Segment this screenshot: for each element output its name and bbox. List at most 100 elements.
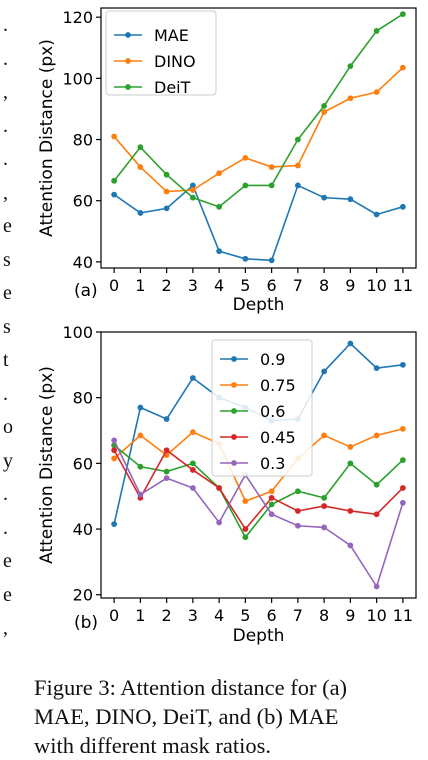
data-point bbox=[373, 89, 380, 96]
data-point bbox=[242, 255, 249, 262]
margin-glyph: . bbox=[3, 148, 8, 170]
legend-label: DeiT bbox=[154, 78, 191, 97]
x-tick-label: 1 bbox=[135, 276, 145, 295]
data-point bbox=[163, 468, 170, 475]
data-point bbox=[268, 494, 275, 501]
data-point bbox=[111, 447, 118, 454]
data-point bbox=[373, 583, 380, 590]
data-point bbox=[242, 498, 249, 505]
data-point bbox=[347, 508, 354, 514]
margin-glyph: t bbox=[3, 349, 9, 371]
panel-label: (a) bbox=[74, 281, 98, 301]
y-tick-label: 60 bbox=[73, 192, 93, 211]
caption-line: Figure 3: Attention distance for (a) bbox=[34, 675, 348, 700]
x-tick-label: 1 bbox=[135, 606, 145, 625]
y-tick-label: 40 bbox=[73, 253, 93, 272]
data-point bbox=[373, 432, 380, 439]
data-point bbox=[242, 154, 249, 161]
data-point bbox=[347, 340, 354, 347]
legend-label: 0.45 bbox=[260, 428, 296, 447]
data-point bbox=[137, 210, 144, 216]
data-point bbox=[399, 425, 406, 432]
data-point bbox=[399, 457, 406, 463]
data-point bbox=[373, 365, 380, 372]
data-point bbox=[137, 491, 144, 498]
data-point bbox=[163, 447, 170, 454]
panel-label: (b) bbox=[74, 613, 98, 633]
x-tick-label: 3 bbox=[188, 276, 198, 295]
caption-line: with different mask ratios. bbox=[34, 733, 272, 758]
y-tick-label: 120 bbox=[62, 8, 93, 27]
series-line bbox=[113, 184, 404, 262]
y-tick-label: 80 bbox=[73, 389, 93, 408]
x-tick-label: 6 bbox=[267, 606, 277, 625]
series-line bbox=[113, 428, 404, 503]
data-point bbox=[137, 463, 144, 470]
data-point bbox=[294, 508, 301, 514]
x-axis-label: Depth bbox=[233, 626, 285, 646]
legend-label: 0.6 bbox=[260, 402, 285, 421]
x-tick-label: 3 bbox=[188, 606, 198, 625]
x-tick-label: 7 bbox=[293, 276, 303, 295]
data-point bbox=[163, 171, 170, 178]
series-line bbox=[113, 440, 404, 589]
x-tick-label: 9 bbox=[345, 276, 355, 295]
data-point bbox=[216, 170, 223, 177]
legend-marker bbox=[125, 58, 131, 64]
legend-label: DINO bbox=[154, 52, 196, 71]
figure-caption: Figure 3: Attention distance for (a) MAE… bbox=[34, 673, 426, 760]
data-point bbox=[321, 102, 328, 109]
data-point bbox=[373, 511, 380, 518]
series-line bbox=[113, 449, 404, 531]
x-tick-label: 2 bbox=[162, 606, 172, 625]
data-point bbox=[189, 194, 196, 201]
data-point bbox=[189, 429, 196, 436]
data-point bbox=[294, 182, 301, 189]
margin-glyph: y bbox=[3, 449, 13, 472]
chart-panel-b: 20 40 60 80 100 0 1 2 3 4 5 6 7 8 9 10 11 Depth Attention … bbox=[37, 323, 417, 646]
margin-glyph: e bbox=[3, 583, 12, 606]
data-point bbox=[242, 534, 249, 541]
data-point bbox=[111, 191, 118, 198]
margin-glyph: s bbox=[3, 315, 11, 338]
data-point bbox=[189, 467, 196, 473]
margin-glyph: e bbox=[3, 550, 12, 572]
data-point bbox=[399, 203, 406, 210]
data-point bbox=[268, 488, 275, 495]
margin-glyph: . bbox=[3, 47, 8, 70]
data-point bbox=[268, 257, 275, 264]
data-point bbox=[189, 460, 196, 467]
margin-glyph: s bbox=[3, 248, 11, 271]
data-point bbox=[216, 485, 223, 491]
data-point bbox=[399, 499, 406, 506]
data-point bbox=[321, 194, 328, 201]
series-line bbox=[113, 67, 404, 193]
data-point bbox=[347, 63, 354, 70]
data-point bbox=[347, 196, 354, 203]
legend-label: 0.75 bbox=[260, 376, 296, 395]
margin-glyph: . bbox=[3, 14, 8, 36]
data-point bbox=[137, 144, 144, 151]
y-tick-label: 100 bbox=[62, 69, 93, 88]
data-point bbox=[321, 503, 328, 509]
data-point bbox=[216, 248, 223, 255]
x-tick-label: 2 bbox=[162, 276, 172, 295]
plot-frame bbox=[100, 7, 417, 269]
x-tick-label: 7 bbox=[293, 606, 303, 625]
data-point bbox=[242, 526, 249, 532]
x-tick-label: 8 bbox=[319, 276, 329, 295]
x-tick-label: 4 bbox=[214, 276, 224, 295]
data-point bbox=[347, 95, 354, 102]
y-tick-label: 20 bbox=[73, 586, 93, 605]
series-line bbox=[113, 13, 404, 208]
series-line bbox=[113, 444, 404, 539]
data-point bbox=[399, 485, 406, 491]
data-point bbox=[294, 136, 301, 143]
data-point bbox=[399, 64, 406, 71]
data-point bbox=[163, 205, 170, 212]
data-point bbox=[189, 375, 196, 381]
margin-glyph: . bbox=[3, 516, 8, 539]
x-tick-label: 0 bbox=[109, 276, 119, 295]
